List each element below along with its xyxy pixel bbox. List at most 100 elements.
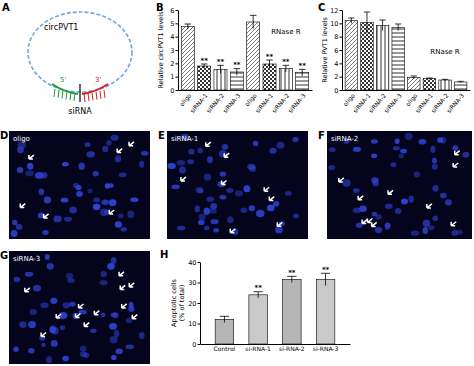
nucleus: [126, 318, 132, 323]
y-tick: 0: [334, 87, 342, 95]
nucleus: [328, 165, 335, 170]
nucleus: [28, 321, 36, 328]
y-tick-label: 4: [170, 33, 174, 41]
error-bar: [234, 69, 241, 76]
nucleus: [217, 181, 225, 187]
bar: [423, 79, 435, 90]
y-tick-label: 20: [188, 300, 196, 308]
nucleus: [66, 273, 73, 279]
annotation: RNase R: [430, 48, 460, 56]
error-bar: [220, 316, 229, 322]
y-tick-label: 12: [330, 7, 338, 15]
y-tick: 2: [170, 60, 178, 68]
sirna-label: siRNA: [68, 107, 92, 116]
image-label: siRNA-2: [331, 135, 358, 143]
nucleus: [395, 208, 401, 214]
arrow: [358, 196, 363, 200]
y-tick-mark: [198, 324, 201, 325]
panel-letter: C: [318, 2, 325, 13]
arrow: [129, 283, 134, 287]
nucleus: [329, 147, 336, 152]
panel-letter: E: [158, 130, 165, 141]
nucleus: [210, 203, 217, 209]
y-tick: 40: [188, 259, 200, 267]
nucleus: [243, 185, 250, 192]
y-tick: 30: [188, 279, 200, 287]
bar: [454, 82, 466, 90]
nucleus: [78, 162, 84, 170]
bar: [283, 279, 302, 344]
nucleus: [249, 205, 255, 211]
nucleus: [168, 163, 176, 169]
y-tick: 20: [188, 300, 200, 308]
y-tick-mark: [340, 23, 343, 24]
arrow: [41, 333, 46, 337]
arrow: [29, 155, 34, 159]
y-tick-label: 4: [334, 60, 338, 68]
nuclei: [328, 133, 469, 236]
y-tick: 10: [330, 20, 342, 28]
nucleus: [60, 325, 66, 330]
nucleus: [63, 302, 70, 308]
nucleus: [41, 172, 48, 178]
error-cap: [379, 20, 385, 21]
nucleus: [432, 185, 438, 192]
x-tick-label: siRNA-3: [221, 92, 242, 115]
x-tick-label: Control: [214, 345, 236, 352]
bar: [198, 66, 211, 90]
hair-green: [62, 91, 63, 99]
x-tick-label: si-RNA-3: [313, 345, 339, 352]
nucleus: [51, 340, 58, 347]
y-axis-title: Apoptotic cells: [170, 279, 178, 327]
error-bar: [364, 12, 370, 33]
nucleus: [195, 187, 203, 193]
nucleus: [240, 208, 247, 213]
figure: ABCDEFGHcircPVT15'3'siRNAoligosiRNA-1siR…: [0, 0, 474, 366]
nuclei: [168, 134, 299, 236]
nucleus: [80, 346, 87, 352]
nucleus: [105, 183, 110, 188]
error-bar: [250, 15, 257, 28]
strand-green: [52, 84, 78, 94]
circ-label: circPVT1: [44, 23, 78, 32]
y-tick-label: 10: [188, 320, 196, 328]
significance: **: [299, 62, 307, 70]
panel-letter: D: [0, 130, 8, 141]
hair-red: [84, 94, 85, 102]
error-bar: [442, 79, 448, 80]
nucleus: [220, 172, 226, 177]
nucleus: [49, 326, 56, 333]
nucleus: [12, 220, 17, 226]
nucleus: [423, 220, 430, 227]
significance: **: [288, 269, 296, 277]
nucleus: [40, 302, 48, 308]
error-stem: [382, 20, 383, 31]
nucleus: [93, 197, 100, 202]
nucleus: [139, 332, 145, 339]
nucleus: [437, 137, 443, 143]
nucleus: [275, 226, 283, 233]
panel-letter: A: [2, 2, 10, 13]
arrow: [25, 288, 30, 292]
nucleus: [39, 188, 45, 195]
nucleus: [432, 158, 437, 164]
panel-letter: H: [160, 249, 168, 260]
panel-letter: B: [156, 2, 164, 13]
nucleus: [115, 155, 121, 162]
nucleus: [395, 138, 400, 144]
y-tick-mark: [176, 90, 179, 91]
hair-red: [92, 92, 93, 100]
panel-letter: F: [318, 130, 325, 141]
arrow: [451, 222, 456, 226]
nucleus: [445, 199, 452, 205]
nucleus: [13, 346, 18, 352]
nucleus: [111, 257, 117, 264]
error-bar: [426, 78, 432, 79]
hair-green: [54, 89, 55, 97]
significance: **: [322, 266, 330, 274]
y-tick-mark: [340, 37, 343, 38]
nucleus: [30, 309, 37, 315]
nucleus: [93, 171, 99, 176]
hair-red: [104, 90, 105, 98]
nucleus: [375, 227, 382, 233]
